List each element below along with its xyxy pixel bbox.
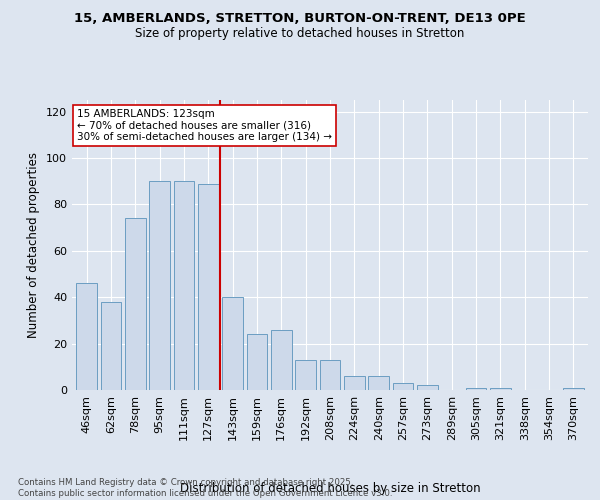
Text: Size of property relative to detached houses in Stretton: Size of property relative to detached ho… — [136, 28, 464, 40]
Bar — [295, 360, 316, 390]
Bar — [368, 376, 389, 390]
Bar — [247, 334, 268, 390]
Bar — [173, 181, 194, 390]
Bar — [466, 388, 487, 390]
Bar — [149, 181, 170, 390]
Bar — [125, 218, 146, 390]
Bar — [271, 330, 292, 390]
Bar — [320, 360, 340, 390]
Text: Contains HM Land Registry data © Crown copyright and database right 2025.
Contai: Contains HM Land Registry data © Crown c… — [18, 478, 392, 498]
Bar — [490, 388, 511, 390]
Bar — [198, 184, 218, 390]
Bar — [222, 297, 243, 390]
X-axis label: Distribution of detached houses by size in Stretton: Distribution of detached houses by size … — [179, 482, 481, 494]
Bar — [76, 284, 97, 390]
Text: 15 AMBERLANDS: 123sqm
← 70% of detached houses are smaller (316)
30% of semi-det: 15 AMBERLANDS: 123sqm ← 70% of detached … — [77, 108, 332, 142]
Bar — [392, 383, 413, 390]
Bar — [101, 302, 121, 390]
Y-axis label: Number of detached properties: Number of detached properties — [28, 152, 40, 338]
Bar — [563, 388, 584, 390]
Text: 15, AMBERLANDS, STRETTON, BURTON-ON-TRENT, DE13 0PE: 15, AMBERLANDS, STRETTON, BURTON-ON-TREN… — [74, 12, 526, 26]
Bar — [417, 386, 438, 390]
Bar — [344, 376, 365, 390]
